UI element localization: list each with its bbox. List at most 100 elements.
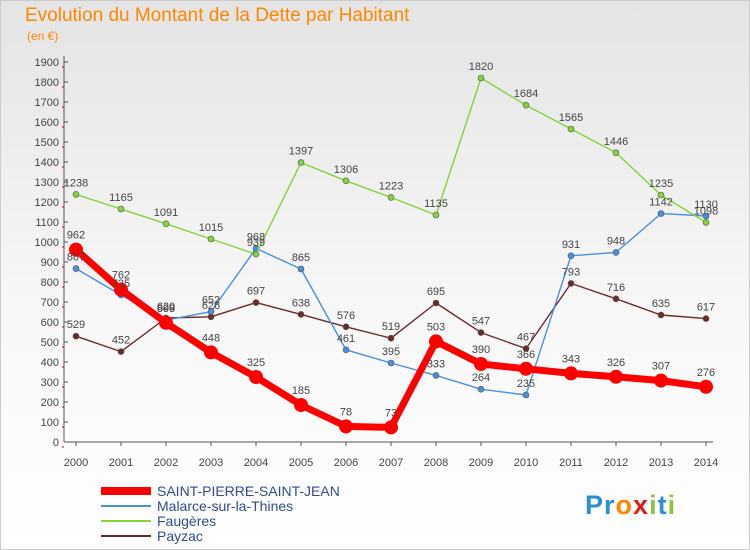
data-label: 1684: [514, 88, 538, 100]
y-tick-label: 900: [41, 257, 59, 269]
data-point: [432, 299, 440, 307]
data-point: [699, 379, 713, 394]
data-point: [159, 315, 173, 330]
data-point: [207, 308, 215, 315]
y-tick-label: 1200: [35, 197, 59, 209]
data-point: [657, 191, 665, 199]
legend-label: SAINT-PIERRE-SAINT-JEAN: [157, 482, 340, 499]
data-label: 635: [652, 298, 670, 310]
data-point: [69, 242, 83, 257]
data-point: [474, 357, 488, 371]
y-tick-label: 300: [41, 377, 59, 389]
data-point: [339, 419, 353, 434]
data-label: 609: [157, 303, 175, 315]
data-label: 461: [337, 333, 355, 345]
x-tick-label: 2009: [469, 457, 493, 469]
x-tick-label: 2002: [154, 457, 178, 469]
data-label: 931: [562, 239, 580, 251]
data-label: 366: [517, 349, 535, 361]
legend-swatch: [101, 504, 151, 507]
y-tick-label: 700: [41, 297, 59, 309]
y-tick-label: 1600: [35, 117, 59, 129]
data-point: [477, 74, 485, 82]
series-line-2: [75, 77, 707, 255]
data-label: 1098: [694, 205, 718, 217]
data-point: [522, 345, 530, 352]
legend-swatch: [101, 519, 151, 522]
data-label: 1235: [649, 178, 673, 190]
legend-item-saint-pierre-saint-jean[interactable]: SAINT-PIERRE-SAINT-JEAN: [101, 482, 340, 499]
x-tick-label: 2014: [694, 457, 718, 469]
data-label: 1142: [649, 197, 673, 209]
data-label: 325: [247, 357, 265, 369]
data-label: 1091: [154, 207, 178, 219]
x-tick-label: 2001: [109, 457, 133, 469]
data-label: 235: [517, 378, 535, 390]
legend-swatch: [101, 534, 151, 537]
legend-item-malarce-sur-la-thines[interactable]: Malarce-sur-la-Thines: [101, 497, 340, 514]
data-label: 735: [112, 278, 130, 290]
x-tick-label: 2004: [244, 457, 268, 469]
data-label: 1397: [289, 146, 313, 158]
data-point: [522, 391, 530, 399]
data-point: [72, 191, 80, 198]
data-label: 333: [427, 358, 445, 370]
data-label: 78: [340, 406, 352, 418]
data-label: 1306: [334, 164, 358, 176]
y-tick-label: 1000: [35, 237, 59, 249]
data-point: [117, 205, 125, 213]
data-point: [117, 348, 125, 355]
data-label: 529: [67, 319, 85, 331]
legend-item-payzac[interactable]: Payzac: [101, 528, 340, 544]
data-point: [432, 372, 440, 379]
data-point: [204, 345, 218, 360]
data-point: [72, 265, 80, 272]
data-point: [294, 398, 308, 412]
data-label: 467: [517, 332, 535, 344]
legend: SAINT-PIERRE-SAINT-JEAN Malarce-sur-la-T…: [101, 482, 340, 544]
data-point: [657, 210, 665, 217]
y-tick-label: 200: [41, 397, 59, 409]
data-label: 343: [562, 353, 580, 365]
data-label: 652: [202, 295, 220, 307]
y-tick-label: 500: [41, 337, 59, 349]
data-label: 968: [247, 231, 265, 243]
data-point: [207, 235, 215, 243]
y-tick-label: 1800: [35, 77, 59, 89]
data-point: [612, 249, 620, 256]
data-label: 695: [427, 286, 445, 298]
data-label: 307: [652, 361, 670, 373]
data-point: [519, 361, 533, 376]
data-label: 1135: [424, 198, 448, 210]
y-tick-label: 1500: [35, 137, 59, 149]
data-point: [72, 332, 80, 340]
data-point: [387, 194, 395, 201]
data-label: 762: [112, 270, 130, 282]
data-label: 503: [427, 321, 445, 333]
data-label: 185: [292, 385, 310, 397]
y-tick-label: 1700: [35, 97, 59, 109]
data-point: [114, 282, 128, 297]
data-point: [297, 311, 305, 318]
chart-unit: (en €): [27, 29, 59, 43]
proxiti-logo: Proxiti: [585, 490, 677, 520]
data-point: [342, 346, 350, 354]
data-label: 948: [607, 235, 625, 247]
data-label: 547: [472, 316, 490, 328]
data-label: 865: [292, 252, 310, 264]
data-label: 596: [157, 303, 175, 315]
data-point: [564, 366, 578, 381]
data-point: [477, 329, 485, 336]
data-labels: 962 762 596 448 325 185 78 73 503 390 366 343 326 307…: [64, 61, 718, 419]
data-point: [432, 211, 440, 219]
x-tick-label: 2007: [379, 457, 403, 469]
x-tick-label: 2013: [649, 457, 673, 469]
data-label: 620: [157, 301, 175, 313]
legend-item-faugeres[interactable]: Faugères: [101, 513, 340, 529]
y-tick-label: 1300: [35, 177, 59, 189]
y-tick-label: 0: [53, 437, 59, 449]
x-tick-label: 2010: [514, 457, 538, 469]
legend-label: Malarce-sur-la-Thines: [157, 497, 294, 514]
